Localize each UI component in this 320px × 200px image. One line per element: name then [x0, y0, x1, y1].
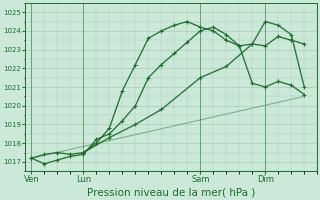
X-axis label: Pression niveau de la mer( hPa ): Pression niveau de la mer( hPa ): [87, 187, 255, 197]
